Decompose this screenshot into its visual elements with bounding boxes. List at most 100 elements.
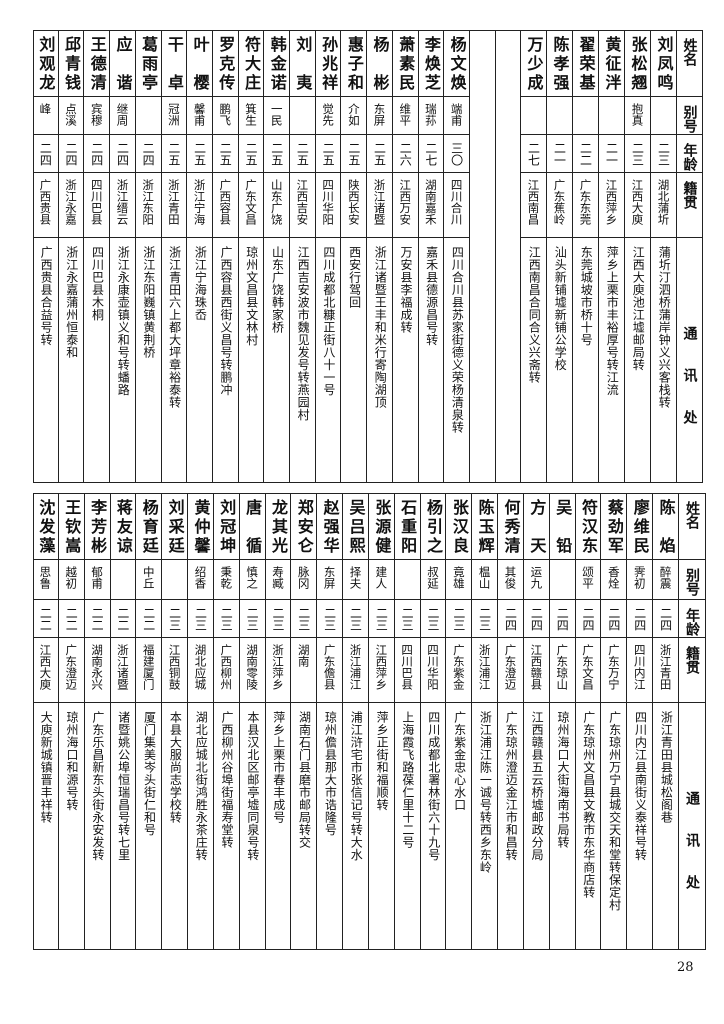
age-cell-text: 二五 <box>218 142 233 166</box>
native-cell: 江西万安 <box>392 173 419 238</box>
name-cell: 黄仲馨 <box>188 493 214 560</box>
native-cell-text: 江西萍乡 <box>374 644 389 690</box>
native-cell: 四川内江 <box>627 638 654 703</box>
age-cell-text: 二二 <box>115 607 130 631</box>
alias-cell: 鹏飞 <box>212 97 239 135</box>
name-cell: 石重阳 <box>394 493 421 560</box>
age-cell: 二二 <box>136 600 163 638</box>
address-cell: 广东乐昌新东头街永安发转 <box>84 703 111 950</box>
address-cell-text: 琼州海口和源号转 <box>64 711 79 811</box>
name-cell-text: 唐循 <box>243 499 263 553</box>
address-cell-text: 萍乡上栗市丰裕厚号转江流 <box>605 246 620 396</box>
age-cell: 二五 <box>367 135 393 173</box>
address-cell: 广西柳州谷埠街福寿堂转 <box>213 703 240 950</box>
alias-cell: 竟雄 <box>446 560 473 600</box>
alias-cell-text: 叔延 <box>426 566 440 589</box>
name-cell-text: 黄征泮 <box>602 36 622 90</box>
header-address-text: 通讯处 <box>684 791 700 917</box>
address-cell-text: 四川巴县木桐 <box>90 246 105 321</box>
native-cell-text: 江西南昌 <box>526 179 541 225</box>
header-native: 籍贯 <box>677 173 703 238</box>
age-cell-text: 二三 <box>193 607 208 631</box>
name-cell: 黄征泮 <box>599 30 625 97</box>
alias-cell: 霁初 <box>627 560 654 600</box>
alias-cell: 宾穆 <box>84 97 111 135</box>
address-cell-text: 江西赣县五云桥墟邮政分局 <box>530 711 545 861</box>
alias-cell-text: 觉先 <box>321 103 336 126</box>
native-cell-text: 四川内江 <box>632 644 647 690</box>
age-cell-text: 二四 <box>658 607 673 631</box>
name-cell-text: 李焕芝 <box>421 36 441 90</box>
native-cell-text: 广东紫金 <box>451 644 466 690</box>
age-cell: 二六 <box>392 135 419 173</box>
native-cell: 江西大庾 <box>33 638 59 703</box>
name-cell-text: 翟荣基 <box>576 36 596 90</box>
native-cell: 广西容县 <box>212 173 239 238</box>
address-cell: 四川巴县木桐 <box>84 238 111 483</box>
alias-cell-text: 维平 <box>398 103 413 126</box>
age-cell: 二三 <box>394 600 421 638</box>
alias-cell: 慎之 <box>239 560 266 600</box>
age-cell-text: 二五 <box>346 142 361 166</box>
age-cell: 二二 <box>84 600 111 638</box>
alias-cell-text: 鹏飞 <box>218 103 233 126</box>
name-cell-text: 廖维民 <box>630 499 650 553</box>
name-cell-text: 郑安仑 <box>294 499 314 553</box>
name-cell-text: 蔡劲军 <box>604 499 624 553</box>
header-address-text: 通讯处 <box>681 326 698 452</box>
alias-cell-text: 东屏 <box>322 566 337 589</box>
address-cell: 广西贵县合益号转 <box>33 238 59 483</box>
address-cell-text: 浙江东阳巍镇黄荆桥 <box>141 246 156 359</box>
age-cell: 二四 <box>58 135 85 173</box>
name-cell: 杨引之 <box>420 493 447 560</box>
alias-cell-text: 一民 <box>269 103 284 126</box>
native-cell-text: 广东文昌 <box>581 644 596 690</box>
alias-cell-text: 冠洲 <box>166 103 181 126</box>
name-cell: 翟荣基 <box>573 30 599 97</box>
alias-cell-text: 竟雄 <box>451 566 466 589</box>
header-name-text: 姓名 <box>681 38 698 66</box>
address-cell: 浙江青田县城松阁巷 <box>653 703 679 950</box>
name-cell: 惠子和 <box>341 30 368 97</box>
native-cell: 湖南永兴 <box>84 638 111 703</box>
age-cell: 二三 <box>317 600 344 638</box>
address-cell-text: 湖北应城北街鸿胜永茶庄转 <box>194 711 209 861</box>
address-cell: 广西容县西街义昌号转鹏冲 <box>212 238 239 483</box>
native-cell: 广东紫金 <box>446 638 473 703</box>
alias-cell: 其俊 <box>498 560 524 600</box>
alias-cell: 箕生 <box>238 97 265 135</box>
name-cell: 陈焰 <box>653 493 679 560</box>
age-cell-text: 二三 <box>245 607 260 631</box>
name-cell-text: 王德清 <box>87 36 107 90</box>
address-cell: 诸暨姚公埠恒瑞昌号转七里 <box>110 703 137 950</box>
age-cell-text: 二三 <box>322 607 337 631</box>
name-cell: 杨育廷 <box>136 493 163 560</box>
age-cell-text: 二五 <box>243 142 258 166</box>
address-cell-text: 浙江永嘉蒲州恒泰和 <box>64 246 79 359</box>
age-cell: 二三 <box>368 600 395 638</box>
header-address: 通讯处 <box>679 703 706 950</box>
address-cell-text: 广东琼州澄迈金江市和昌转 <box>504 711 519 861</box>
alias-cell-text: 慎之 <box>245 566 260 589</box>
name-cell-text: 邱青钱 <box>62 36 82 90</box>
undefined <box>496 30 521 483</box>
alias-cell: 寿臧 <box>265 560 292 600</box>
age-cell: 二三 <box>420 600 447 638</box>
age-cell-text: 二二 <box>90 607 105 631</box>
age-cell-text: 二二 <box>141 607 156 631</box>
native-cell: 四川合川 <box>444 173 470 238</box>
native-cell: 广西柳州 <box>213 638 240 703</box>
age-cell: 二二 <box>58 600 85 638</box>
alias-cell: 榅山 <box>472 560 499 600</box>
address-cell: 浙江东阳巍镇黄荆桥 <box>135 238 162 483</box>
address-cell: 大庾新城镇晋丰祥转 <box>33 703 59 950</box>
name-cell-text: 陈孝强 <box>550 36 570 90</box>
alias-cell: 峰 <box>33 97 59 135</box>
address-cell: 四川成都北署林街六十九号 <box>420 703 447 950</box>
alias-cell-text: 端甫 <box>449 103 464 126</box>
alias-cell: 越初 <box>58 560 85 600</box>
native-cell: 浙江浦江 <box>472 638 499 703</box>
native-cell-text: 四川巴县 <box>89 179 104 225</box>
native-cell: 浙江东阳 <box>135 173 162 238</box>
alias-cell <box>651 97 677 135</box>
